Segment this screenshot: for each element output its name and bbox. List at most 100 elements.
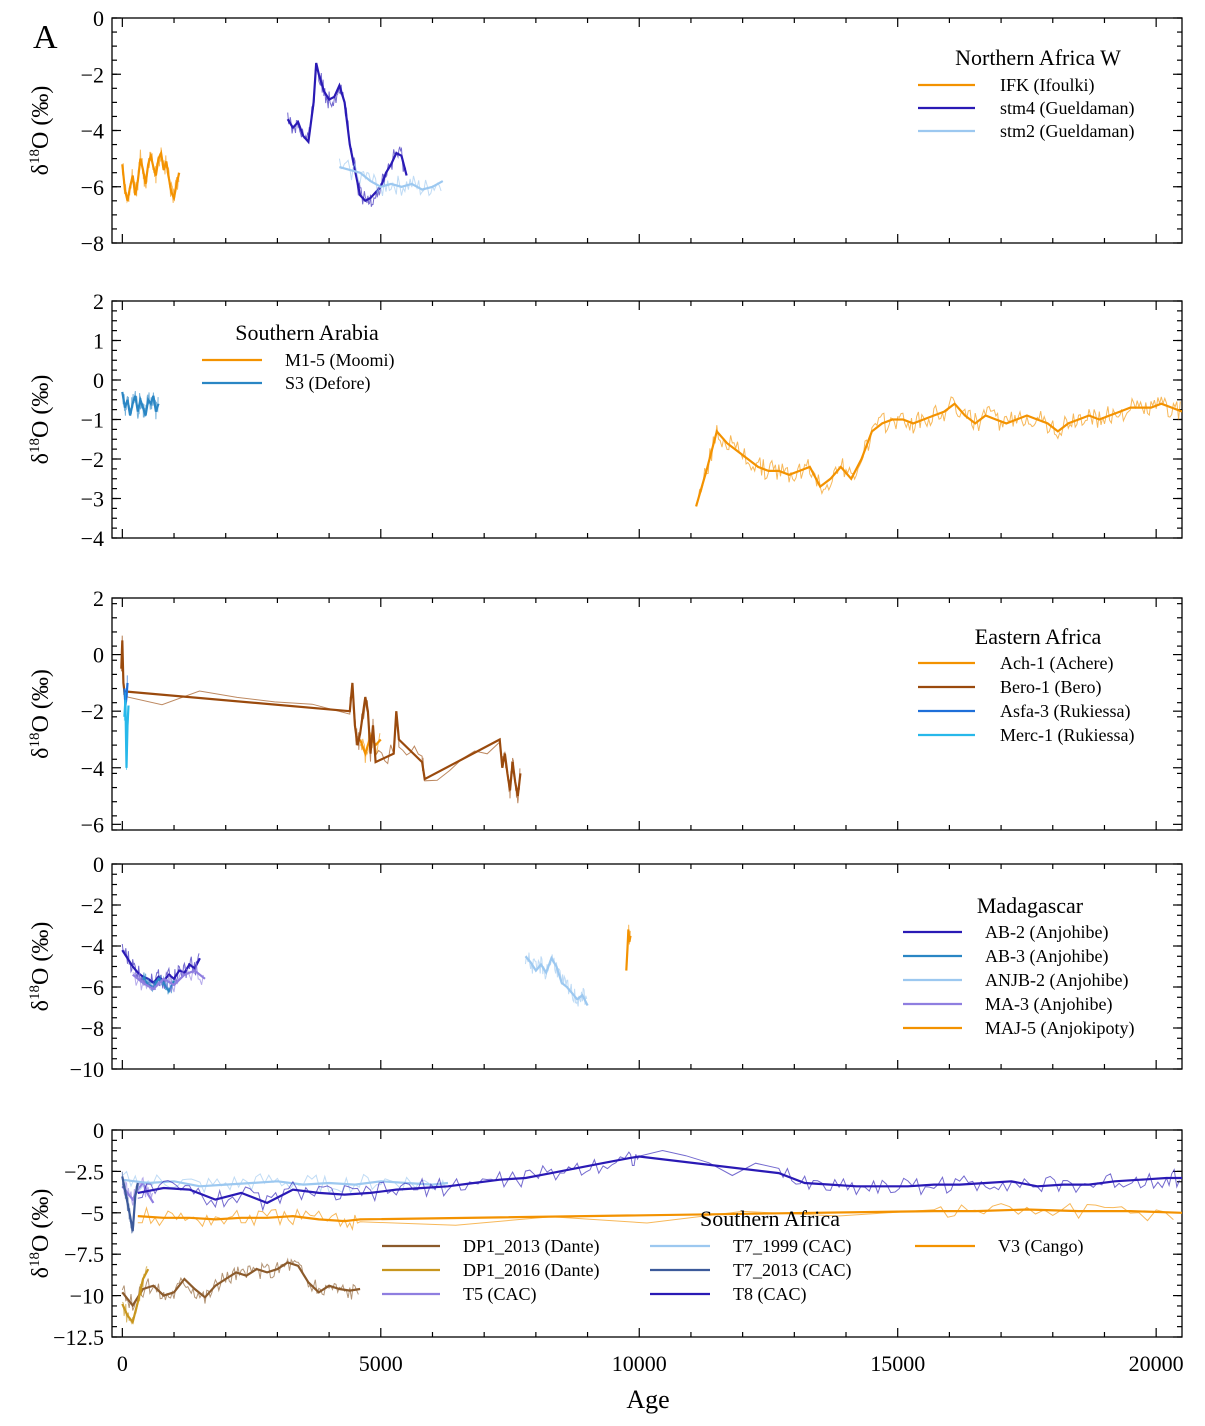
- legend: Southern Arabia M1-5 (Moomi)S3 (Defore): [202, 320, 395, 394]
- legend-entry: MA-3 (Anjohibe): [985, 994, 1112, 1015]
- series-line-s3-defore: [121, 391, 160, 416]
- legend-entry: T8 (CAC): [733, 1284, 807, 1305]
- x-axis-label: Age: [626, 1385, 669, 1414]
- legend-entry: T7_2013 (CAC): [733, 1260, 852, 1281]
- y-tick-label: −6: [81, 812, 104, 837]
- series-line-stm4-gueldaman: [286, 62, 408, 203]
- series-line-dp1-2013-dante: [121, 1261, 361, 1308]
- x-tick-label: 0: [117, 1351, 128, 1376]
- y-tick-label: −10: [70, 1284, 104, 1309]
- series-line-anjb-2-anjohibe: [524, 955, 589, 1006]
- series-group: [121, 390, 1182, 507]
- panel-letter: A: [33, 19, 58, 56]
- y-tick-label: −4: [81, 119, 104, 144]
- y-axis-label: δ18O (‰): [27, 375, 54, 465]
- x-tick-label: 10000: [612, 1351, 667, 1376]
- legend-entry: V3 (Cango): [998, 1236, 1083, 1257]
- y-tick-label: −5: [81, 1201, 104, 1226]
- series-line-t7-2013-cac: [121, 1176, 139, 1232]
- legend-entry: stm2 (Gueldaman): [1000, 121, 1134, 142]
- y-tick-label: −2: [81, 447, 104, 472]
- series-group: [121, 924, 632, 1007]
- y-axis-label: δ18O (‰): [27, 1189, 54, 1279]
- y-tick-label: −4: [81, 756, 104, 781]
- legend-title: Eastern Africa: [975, 624, 1102, 649]
- legend: Southern Africa DP1_2013 (Dante) DP1_2016 …: [382, 1206, 1083, 1305]
- axes-frame: [111, 1129, 1183, 1338]
- chart-panel-2: 2 1 0 −1 −2 −3 −4 δ18O (‰) Southern Arabia M1-5 (…: [27, 289, 1183, 551]
- legend-entry: DP1_2013 (Dante): [463, 1236, 599, 1257]
- legend-entry: stm4 (Gueldaman): [1000, 98, 1134, 119]
- y-tick-label: −2: [81, 62, 104, 87]
- chart-panel-5: 0 −2.5 −5 −7.5 −10 −12.5 0 5000 10000 15000 20000 δ…: [27, 1118, 1184, 1376]
- y-tick-label: −8: [81, 1016, 104, 1041]
- y-tick-label: 0: [93, 852, 104, 877]
- y-tick-label: −3: [81, 487, 104, 512]
- chart-panel-4: 0 −2 −4 −6 −8 −10 δ18O (‰) Madagascar AB-2 (Anjo…: [27, 852, 1183, 1082]
- y-tick-label: 0: [93, 368, 104, 393]
- series-line-t5-cac: [121, 1180, 155, 1204]
- y-tick-label: −2: [81, 699, 104, 724]
- series-line-m1-5-moomi: [695, 402, 1182, 507]
- legend-entry: AB-2 (Anjohibe): [985, 922, 1108, 943]
- series-line-ifk-ifoulki: [121, 149, 181, 202]
- legend: Northern Africa W IFK (Ifoulki)stm4 (Guel…: [918, 45, 1134, 142]
- y-tick-label: 1: [93, 329, 104, 354]
- chart-panel-3: 2 0 −2 −4 −6 δ18O (‰) Eastern Africa Ach-1 (Ach…: [27, 586, 1183, 837]
- legend: Eastern Africa Ach-1 (Achere) Bero-1 (Bero…: [918, 624, 1134, 746]
- legend-entry: Asfa-3 (Rukiessa): [1000, 701, 1130, 722]
- y-tick-label: −2: [81, 893, 104, 918]
- y-tick-label: 2: [93, 586, 104, 611]
- y-tick-label: −1: [81, 408, 104, 433]
- series-raw-t7-1999-cac: [121, 1170, 446, 1194]
- series-line-v3-cango: [137, 1208, 1182, 1223]
- legend-title: Southern Africa: [700, 1206, 840, 1231]
- series-line-stm2-gueldaman: [339, 166, 444, 191]
- y-tick-label: −4: [81, 934, 104, 959]
- legend-entry: T7_1999 (CAC): [733, 1236, 852, 1257]
- series-line-dp1-2016-dante: [121, 1268, 150, 1325]
- series-line-ma-3-anjohibe: [132, 969, 206, 991]
- y-tick-label: −4: [81, 526, 104, 551]
- legend-entry: Ach-1 (Achere): [1000, 653, 1113, 674]
- legend-entry: DP1_2016 (Dante): [463, 1260, 599, 1281]
- y-axis-label: δ18O (‰): [27, 922, 54, 1012]
- axes-frame: [111, 597, 1183, 831]
- y-axis-label: δ18O (‰): [27, 669, 54, 759]
- series-group: [121, 62, 444, 207]
- series-raw-dp1-2013-dante: [121, 1257, 359, 1311]
- series-line-maj-5-anjokipoty: [625, 929, 632, 971]
- y-tick-label: −12.5: [53, 1325, 104, 1350]
- y-tick-label: −6: [81, 975, 104, 1000]
- y-tick-label: −10: [70, 1057, 104, 1082]
- legend-entry: IFK (Ifoulki): [1000, 75, 1094, 96]
- y-tick-label: −8: [81, 231, 104, 256]
- legend: Madagascar AB-2 (Anjohibe) AB-3 (Anjohibe)…: [903, 893, 1135, 1039]
- series-group: [121, 1149, 1182, 1326]
- series-line-t7-1999-cac: [122, 1178, 449, 1188]
- legend-title: Southern Arabia: [235, 320, 379, 345]
- x-tick-label: 5000: [359, 1351, 403, 1376]
- legend-title: Northern Africa W: [955, 45, 1121, 70]
- legend-entry: S3 (Defore): [285, 373, 370, 394]
- series-raw-m1-5-moomi: [695, 396, 1181, 505]
- legend-entry: ANJB-2 (Anjohibe): [985, 970, 1128, 991]
- y-tick-label: −7.5: [64, 1242, 104, 1267]
- series-group: [120, 635, 522, 804]
- legend-entry: M1-5 (Moomi): [285, 350, 395, 371]
- legend-entry: Merc-1 (Rukiessa): [1000, 725, 1134, 746]
- x-tick-label: 20000: [1129, 1351, 1184, 1376]
- y-tick-label: 0: [93, 643, 104, 668]
- series-line-merc-1-rukiessa: [123, 699, 130, 768]
- y-tick-label: −2.5: [64, 1159, 104, 1184]
- y-tick-label: 0: [93, 6, 104, 31]
- legend-entry: MAJ-5 (Anjokipoty): [985, 1018, 1135, 1039]
- legend-entry: AB-3 (Anjohibe): [985, 946, 1108, 967]
- legend-title: Madagascar: [977, 893, 1084, 918]
- series-line-t8-cac: [137, 1155, 1182, 1205]
- chart-panel-1: 0 −2 −4 −6 −8 δ18O (‰) Northern Africa W IFK (I…: [27, 6, 1183, 256]
- y-tick-label: −6: [81, 175, 104, 200]
- series-raw-bero-1-bero: [120, 635, 521, 804]
- y-tick-label: 0: [93, 1118, 104, 1143]
